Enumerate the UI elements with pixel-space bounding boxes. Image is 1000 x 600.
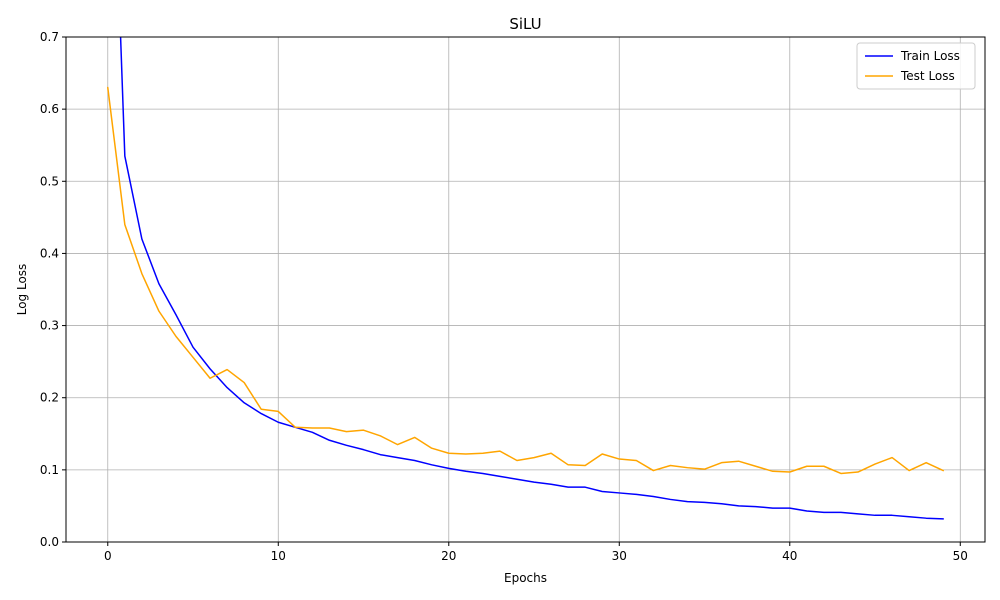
y-tick-label: 0.5 (40, 174, 59, 188)
y-tick-label: 0.3 (40, 319, 59, 333)
plot-area (107, 37, 944, 520)
legend: Train Loss Test Loss (856, 42, 976, 90)
x-tick-label: 0 (104, 549, 112, 563)
plot-frame (65, 36, 986, 543)
x-tick-label: 30 (612, 549, 627, 563)
y-tick-label: 0.6 (40, 102, 59, 116)
y-tick-label: 0.4 (40, 246, 59, 260)
x-tick-label: 50 (953, 549, 968, 563)
series-line-train-loss (119, 37, 944, 520)
x-tick-label: 40 (782, 549, 797, 563)
x-tick-label: 20 (441, 549, 456, 563)
y-tick-label: 0.7 (40, 30, 59, 44)
legend-box (856, 42, 976, 90)
series-line-test-loss (107, 86, 944, 475)
y-axis-label: Log Loss (15, 264, 29, 316)
y-tick-label: 0.0 (40, 535, 59, 549)
legend-entry: Test Loss (900, 69, 955, 83)
y-tick-label: 0.1 (40, 463, 59, 477)
x-axis-ticks: 0 10 20 30 40 50 (104, 542, 968, 563)
chart-title: SiLU (509, 15, 541, 33)
y-tick-label: 0.2 (40, 391, 59, 405)
legend-entry: Train Loss (900, 49, 960, 63)
x-axis-label: Epochs (504, 571, 547, 585)
x-tick-label: 10 (271, 549, 286, 563)
y-axis-ticks: 0.0 0.1 0.2 0.3 0.4 0.5 0.6 0.7 (40, 30, 66, 549)
